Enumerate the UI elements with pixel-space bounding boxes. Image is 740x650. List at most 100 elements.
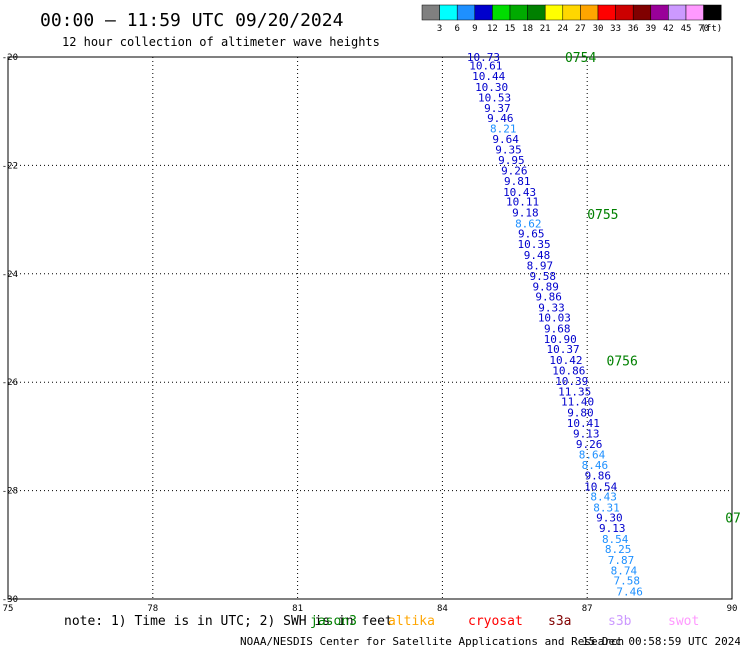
- swh-value: 8.31: [593, 501, 620, 514]
- legend-swatch: [632, 4, 652, 21]
- swh-value: 10.43: [503, 186, 536, 199]
- legend-label: 18: [522, 24, 533, 34]
- legend-swatch: [456, 4, 476, 21]
- satellite-label: altika: [388, 614, 435, 629]
- legend-swatch: [703, 4, 722, 21]
- pass-time-label: 0757: [725, 512, 740, 527]
- swh-value: 8.54: [602, 533, 629, 546]
- x-tick-label: 90: [727, 604, 738, 614]
- swh-value: 9.26: [576, 438, 603, 451]
- swh-value: 7.87: [608, 554, 635, 567]
- legend-swatch: [492, 4, 511, 21]
- swh-value: 9.64: [492, 133, 519, 146]
- swh-value: 9.65: [518, 228, 545, 241]
- x-tick-label: 87: [582, 604, 593, 614]
- swh-value: 9.35: [495, 144, 522, 157]
- swh-value: 9.86: [585, 469, 612, 482]
- swh-value: 10.73: [467, 51, 500, 64]
- legend-unit: (ft): [701, 24, 723, 34]
- chart-title: 00:00 – 11:59 UTC 09/20/2024: [40, 10, 343, 31]
- swh-value: 10.30: [475, 81, 508, 94]
- legend-swatch: [527, 4, 546, 21]
- plot-grid: [8, 57, 732, 599]
- swh-value: 10.44: [472, 70, 505, 83]
- swh-value: 11.40: [561, 396, 594, 409]
- legend-label: 21: [540, 24, 551, 34]
- satellite-label: swot: [668, 614, 699, 629]
- y-tick-label: -26: [2, 378, 18, 388]
- swh-value: 10.53: [478, 92, 511, 105]
- legend-label: 27: [575, 24, 586, 34]
- satellite-label: s3a: [548, 614, 571, 629]
- legend-swatch: [421, 4, 440, 21]
- legend-label: 33: [610, 24, 621, 34]
- legend-swatch: [509, 4, 528, 21]
- swh-value: 9.13: [599, 522, 626, 535]
- satellite-label: jason3: [310, 614, 357, 629]
- legend-swatch: [562, 4, 581, 21]
- swh-value: 10.54: [584, 480, 617, 493]
- footer-note: note: 1) Time is in UTC; 2) SWH is in fe…: [64, 614, 393, 629]
- legend-label: 36: [628, 24, 639, 34]
- swh-points: 10.7310.6110.4410.3010.539.379.468.219.6…: [467, 51, 643, 598]
- credit-line: NOAA/NESDIS Center for Satellite Applica…: [240, 635, 624, 648]
- swh-value: 10.86: [552, 364, 585, 377]
- swh-value: 9.13: [573, 428, 600, 441]
- swh-value: 10.35: [518, 238, 551, 251]
- swh-value: 9.33: [538, 301, 565, 314]
- swh-value: 8.64: [579, 448, 606, 461]
- swh-value: 9.30: [596, 512, 623, 525]
- pass-time-label: 0755: [587, 208, 618, 223]
- swh-value: 8.25: [605, 543, 632, 556]
- swh-value: 9.80: [567, 407, 594, 420]
- pass-time-label: 0754: [565, 51, 596, 66]
- y-tick-label: -24: [2, 270, 18, 280]
- swh-value: 9.95: [498, 154, 525, 167]
- swh-value: 9.68: [544, 323, 571, 336]
- swh-value: 8.62: [515, 217, 542, 230]
- legend-label: 24: [557, 24, 568, 34]
- swh-value: 9.58: [530, 270, 557, 283]
- legend-label: 9: [472, 24, 477, 34]
- legend-swatch: [439, 4, 458, 21]
- legend-label: 15: [505, 24, 516, 34]
- legend-swatch: [580, 4, 599, 21]
- y-tick-label: -20: [2, 53, 18, 63]
- swh-value: 8.74: [611, 564, 638, 577]
- axis-ticks: 75 78 81 84 87 90 -20 -22 -24 -26 -28 -30: [2, 53, 738, 614]
- legend-label: 45: [681, 24, 692, 34]
- legend-label: 12: [487, 24, 498, 34]
- swh-value: 10.41: [567, 417, 600, 430]
- legend-label: 70: [698, 24, 709, 34]
- swh-value: 10.03: [538, 312, 571, 325]
- legend-label: 39: [645, 24, 656, 34]
- legend-swatch: [615, 4, 634, 21]
- plot-frame: [7, 56, 733, 600]
- x-tick-label: 81: [292, 604, 303, 614]
- swh-value: 9.46: [487, 112, 514, 125]
- swh-value: 9.37: [484, 102, 511, 115]
- legend-swatch: [544, 4, 564, 21]
- y-tick-label: -30: [2, 595, 18, 605]
- legend-label: 42: [663, 24, 674, 34]
- chart-subtitle: 12 hour collection of altimeter wave hei…: [62, 35, 380, 49]
- x-tick-label: 75: [3, 604, 14, 614]
- swh-value: 9.18: [512, 207, 539, 220]
- x-tick-label: 78: [147, 604, 158, 614]
- satellite-label: cryosat: [468, 614, 523, 629]
- swh-value: 10.11: [506, 196, 539, 209]
- satellite-label: s3b: [608, 614, 632, 629]
- pass-time-label: 0756: [607, 355, 638, 370]
- pass-time-labels: 0754 0755 0756 0757: [565, 51, 740, 527]
- swh-value: 9.86: [535, 291, 562, 304]
- x-tick-label: 84: [437, 604, 448, 614]
- swh-value: 10.61: [469, 60, 502, 73]
- swh-value: 8.43: [590, 491, 617, 504]
- swh-value: 8.46: [582, 459, 609, 472]
- swh-value: 10.39: [555, 375, 588, 388]
- legend-swatch: [597, 4, 616, 21]
- legend-swatch: [474, 4, 493, 21]
- legend-label: 3: [437, 24, 442, 34]
- legend-label: 30: [593, 24, 604, 34]
- swh-value: 10.90: [544, 333, 577, 346]
